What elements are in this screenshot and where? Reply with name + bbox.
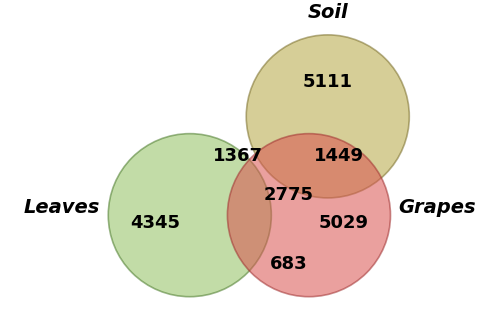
Text: Leaves: Leaves (24, 198, 101, 217)
Text: 1367: 1367 (214, 147, 264, 165)
Circle shape (228, 134, 390, 297)
Text: Soil: Soil (308, 3, 348, 22)
Circle shape (108, 134, 272, 297)
Text: 4345: 4345 (130, 214, 180, 232)
Circle shape (246, 35, 410, 198)
Text: 2775: 2775 (264, 186, 314, 204)
Text: 1449: 1449 (314, 147, 364, 165)
Text: Grapes: Grapes (398, 198, 476, 217)
Text: 5111: 5111 (303, 73, 353, 91)
Text: 5029: 5029 (318, 214, 368, 232)
Text: 683: 683 (270, 255, 308, 273)
